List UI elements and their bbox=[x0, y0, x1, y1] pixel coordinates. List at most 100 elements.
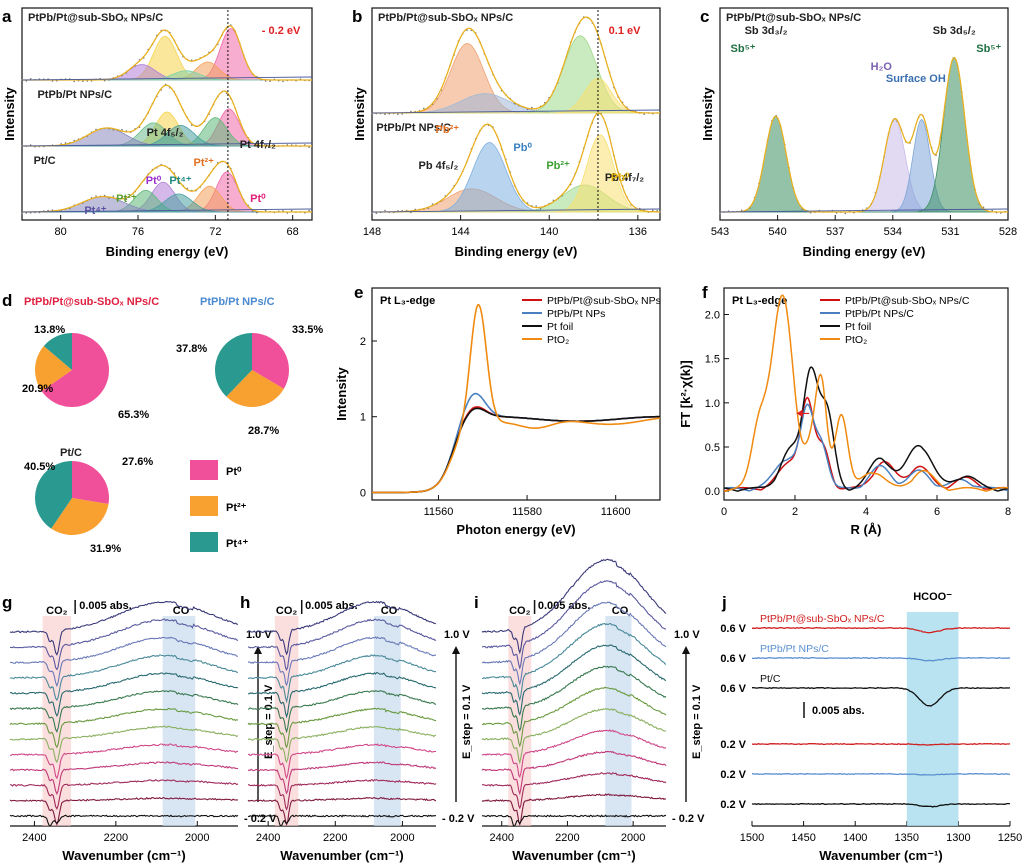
panel-e-series-2 bbox=[372, 407, 660, 494]
panel-j-title: HCOO⁻ bbox=[913, 591, 952, 603]
panel-b-datapoint bbox=[656, 210, 658, 212]
panel-j-trace-label: PtPb/Pt NPs/C bbox=[760, 643, 829, 655]
panel-b-envelope-0 bbox=[372, 16, 660, 114]
panel-h-potential-arrowhead bbox=[452, 646, 460, 654]
panel-h-spectrum-5 bbox=[247, 690, 436, 734]
pie-legend-swatch bbox=[190, 460, 218, 480]
panel-e-title: Pt L₃-edge bbox=[380, 295, 435, 307]
panel-f-ytick-label: 1.0 bbox=[705, 398, 720, 410]
panel-c-datapoint bbox=[740, 209, 743, 212]
panel-a-datapoint bbox=[269, 146, 271, 149]
panel-a-annotation: Pt²⁺ bbox=[116, 193, 137, 205]
panel-j-trace-0 bbox=[751, 626, 1011, 634]
panel-h-spectrum-4 bbox=[247, 671, 437, 719]
panel-a-ylabel: Intensity bbox=[2, 87, 17, 141]
panel-b-datapoint bbox=[423, 107, 425, 110]
panel-a-datapoint bbox=[73, 80, 75, 83]
panel-b-datapoint bbox=[375, 212, 378, 215]
panel-a-datapoint bbox=[103, 194, 106, 197]
panel-h-xtick-label: 2200 bbox=[323, 832, 347, 844]
panel-f-legend-label: PtPb/Pt NPs/C bbox=[845, 308, 914, 320]
panel-j-trace-label: Pt/C bbox=[760, 673, 781, 685]
panel-h-spectrum-12 bbox=[247, 814, 437, 827]
panel-g-spectrum-0 bbox=[9, 601, 239, 656]
pie-2-value-label: 40.5% bbox=[24, 461, 55, 473]
panel-h-co2-label: CO₂ bbox=[276, 605, 298, 617]
panel-a-envelope-0 bbox=[22, 25, 312, 81]
panel-f-ytick-label: 0.5 bbox=[705, 442, 720, 454]
panel-a-datapoint bbox=[282, 210, 284, 212]
panel-j-xtick-label: 1300 bbox=[946, 832, 970, 844]
panel-j-xtick-label: 1350 bbox=[895, 832, 919, 844]
panel-e-xtick-label: 11580 bbox=[512, 506, 542, 518]
panel-b-datapoint bbox=[371, 212, 373, 214]
panel-f-ytick-label: 1.5 bbox=[705, 354, 720, 366]
panel-a-datapoint bbox=[304, 144, 306, 146]
pie-2-value-label: 31.9% bbox=[90, 543, 121, 555]
pie-1-slice-2 bbox=[214, 333, 252, 397]
panel-j-scale-label: 0.005 abs. bbox=[812, 705, 865, 717]
panel-e-ytick-label: 0 bbox=[360, 487, 366, 499]
panel-g-spectrum-4 bbox=[9, 672, 239, 717]
panel-i-spectrum-8 bbox=[481, 729, 667, 779]
pie-0-value-label: 20.9% bbox=[22, 383, 53, 395]
panel-e-series-1 bbox=[372, 392, 660, 494]
panel-f-xtick-label: 0 bbox=[721, 506, 727, 518]
panel-a-annotation: Pt⁰ bbox=[250, 193, 266, 205]
pie-2-slice-0 bbox=[72, 461, 110, 505]
panel-a-xtick-label: 72 bbox=[209, 226, 221, 238]
panel-letter-h: h bbox=[240, 593, 250, 612]
panel-g-spectrum-3 bbox=[9, 654, 239, 702]
panel-h-spectrum-8 bbox=[247, 743, 436, 780]
panel-b-datapoint bbox=[384, 209, 386, 212]
panel-i-spectrum-0 bbox=[481, 558, 667, 655]
panel-c-xtick-label: 534 bbox=[884, 226, 902, 238]
panel-a-xlabel: Binding energy (eV) bbox=[106, 244, 229, 259]
panel-i-co2-label: CO₂ bbox=[509, 605, 531, 617]
panel-g-xtick-label: 2200 bbox=[104, 832, 128, 844]
panel-a-datapoint bbox=[308, 146, 310, 148]
pie-1-slice-0 bbox=[252, 333, 289, 389]
panel-j-xtick-label: 1400 bbox=[843, 832, 867, 844]
panel-b-datapoint bbox=[531, 106, 533, 109]
panel-b-xtick-label: 148 bbox=[363, 226, 381, 238]
panel-c-annotation: Surface OH bbox=[886, 73, 946, 85]
panel-a-datapoint bbox=[290, 209, 293, 212]
pie-0-slice-2 bbox=[43, 333, 72, 370]
panel-g-bottom-potential: - 0.2 V bbox=[244, 813, 277, 825]
panel-i-step-label: E_step = 0.1 V bbox=[691, 684, 703, 759]
panel-f-ylabel: FT [k²·χ(k)] bbox=[678, 360, 693, 427]
panel-b-baseline-0 bbox=[371, 109, 661, 114]
panel-j-trace-1 bbox=[751, 656, 1011, 662]
panel-h-co-band bbox=[373, 616, 401, 826]
panel-a-datapoint bbox=[95, 195, 97, 197]
pie-1-value-label: 28.7% bbox=[248, 425, 279, 437]
panel-a-annotation: Pt 4f₇/₂ bbox=[240, 139, 276, 151]
panel-h-co2-band bbox=[274, 616, 299, 826]
panel-g-spectrum-9 bbox=[9, 761, 239, 796]
panel-b-envelope-1 bbox=[372, 112, 660, 213]
panel-c-datapoint bbox=[991, 209, 993, 212]
panel-b-title: PtPb/Pt@sub-SbOₓ NPs/C bbox=[378, 12, 513, 24]
panel-e-legend-label: PtPb/Pt NPs bbox=[547, 308, 605, 320]
panel-c-annotation: Sb⁵⁺ bbox=[976, 43, 1001, 55]
panel-c-xlabel: Binding energy (eV) bbox=[803, 244, 926, 259]
panel-f-shift-arrowhead bbox=[796, 409, 803, 418]
panel-f-xtick-label: 4 bbox=[863, 506, 869, 518]
panel-g-spectrum-1 bbox=[9, 618, 239, 671]
panel-c-ylabel: Intensity bbox=[700, 87, 715, 141]
panel-a-datapoint bbox=[21, 212, 23, 215]
panel-a-datapoint bbox=[256, 211, 258, 214]
panel-i-xtick-label: 2200 bbox=[555, 832, 579, 844]
panel-h-spectrum-10 bbox=[247, 778, 437, 811]
panel-a-annotation: - 0.2 eV bbox=[262, 25, 301, 37]
panel-b-datapoint bbox=[410, 110, 412, 113]
panel-c-xtick-label: 540 bbox=[768, 226, 786, 238]
panel-a-baseline-0 bbox=[21, 76, 313, 81]
panel-b-peak-1-3 bbox=[372, 134, 660, 213]
pie-2-slice-1 bbox=[51, 498, 109, 535]
panel-a-datapoint bbox=[95, 128, 97, 131]
panel-b-xtick-label: 140 bbox=[540, 226, 558, 238]
panel-f-series-1 bbox=[723, 403, 1009, 492]
pie-0-title: PtPb/Pt@sub-SbOₓ NPs/C bbox=[24, 296, 159, 308]
